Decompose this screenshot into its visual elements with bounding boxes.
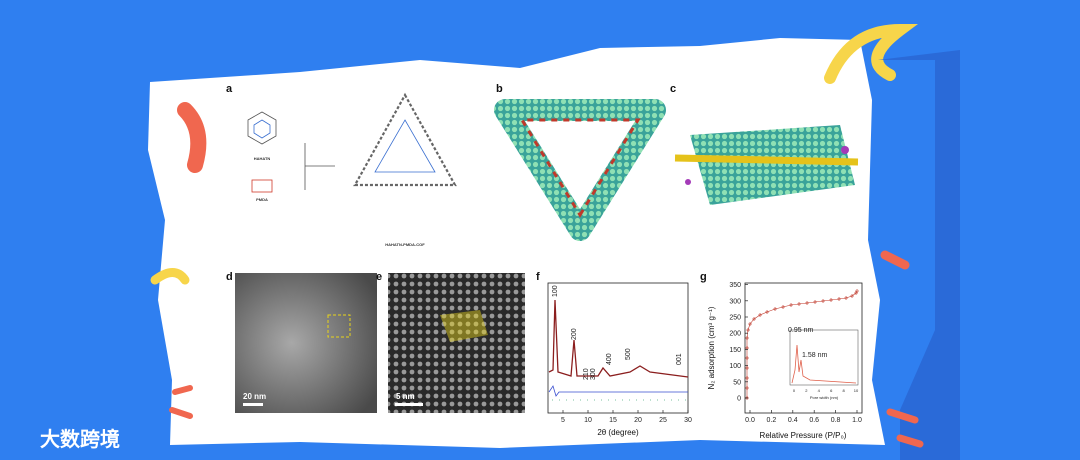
inset-tick-label: 4 (818, 388, 821, 393)
x-axis-title: Relative Pressure (P/P₀) (760, 431, 847, 440)
peak-label: 300 (590, 368, 597, 380)
deco (169, 385, 193, 419)
scale-bar (243, 403, 263, 406)
inset-tick-label: 8 (842, 388, 845, 393)
peak-label: 100 (552, 285, 559, 297)
tem-image (388, 273, 525, 413)
inset-tick-label: 10 (854, 388, 859, 393)
plot-frame (744, 282, 863, 414)
x-tick-label: 0.6 (809, 417, 819, 424)
xrd-curve (548, 299, 689, 378)
inset-tick-label: 0 (793, 388, 796, 393)
x-tick-label: 5 (561, 417, 565, 424)
watermark: 大数跨境 (40, 427, 120, 451)
x-tick-label: 0.4 (788, 417, 798, 424)
arrow (674, 154, 859, 166)
panel-label: d (226, 271, 233, 283)
y-tick-label: 50 (733, 379, 741, 386)
peak-label: 210 (583, 368, 590, 380)
channel-image (690, 125, 855, 205)
molecule (247, 92, 457, 193)
y-tick-label: 100 (729, 363, 741, 370)
x-tick-label: 0.8 (831, 417, 841, 424)
framework-image (519, 118, 641, 218)
inset-tick-label: 6 (830, 388, 833, 393)
y-tick-label: 300 (729, 298, 741, 305)
scale-label: 20 nm (243, 392, 266, 401)
y-axis-title: N₂ adsorption (cm³ g⁻¹) (707, 306, 716, 389)
residual (548, 385, 688, 397)
y-tick-label: 250 (729, 315, 741, 322)
y-tick-label: 200 (729, 331, 741, 338)
deco (177, 102, 207, 173)
x-tick-label: 20 (634, 417, 642, 424)
framework-image (494, 99, 666, 241)
x-tick-label: 30 (684, 417, 692, 424)
caption: HAHATN (254, 156, 271, 161)
isotherm (745, 289, 859, 400)
panel-label: f (536, 271, 540, 283)
inset-frame (789, 329, 859, 386)
inset-axis-title: Pore width (nm) (810, 395, 839, 400)
deco (886, 408, 924, 448)
caption: HAHATN-PMDA-COF (385, 242, 425, 247)
y-tick-label: 350 (729, 282, 741, 289)
deco (824, 23, 919, 84)
panel-label: c (670, 83, 676, 95)
plot-frame (547, 282, 689, 414)
y-tick-label: 150 (729, 347, 741, 354)
x-tick-label: 10 (584, 417, 592, 424)
x-tick-label: 1.0 (852, 417, 862, 424)
panel-label: b (496, 83, 503, 95)
molecule-dot (841, 146, 849, 154)
scale-bar (395, 403, 423, 406)
peak-label: 200 (571, 328, 578, 340)
scale-label: 5 nm (396, 392, 415, 401)
y-tick-label: 0 (737, 396, 741, 403)
tem-image (235, 273, 377, 413)
peak-label: 500 (625, 348, 632, 360)
peak-label: 001 (676, 353, 683, 365)
panel-label: e (376, 271, 382, 283)
inset-tick-label: 2 (805, 388, 808, 393)
x-tick-label: 0.0 (745, 417, 755, 424)
panel-label: g (700, 271, 707, 283)
x-tick-label: 15 (609, 417, 617, 424)
x-tick-label: 0.2 (767, 417, 777, 424)
molecule-dot (685, 179, 691, 185)
deco (150, 268, 190, 285)
x-axis-title: 2θ (degree) (597, 428, 639, 437)
panel-label: a (226, 83, 233, 95)
peak-label: 400 (606, 353, 613, 365)
deco (880, 250, 910, 270)
deco (878, 50, 960, 460)
highlight (440, 310, 488, 342)
inset-curve (791, 344, 857, 384)
x-tick-label: 25 (659, 417, 667, 424)
inset-label: 1.58 nm (802, 352, 827, 359)
inset-label: 0.95 nm (788, 327, 813, 334)
caption: PMDA (256, 197, 268, 202)
highlight (327, 314, 351, 338)
